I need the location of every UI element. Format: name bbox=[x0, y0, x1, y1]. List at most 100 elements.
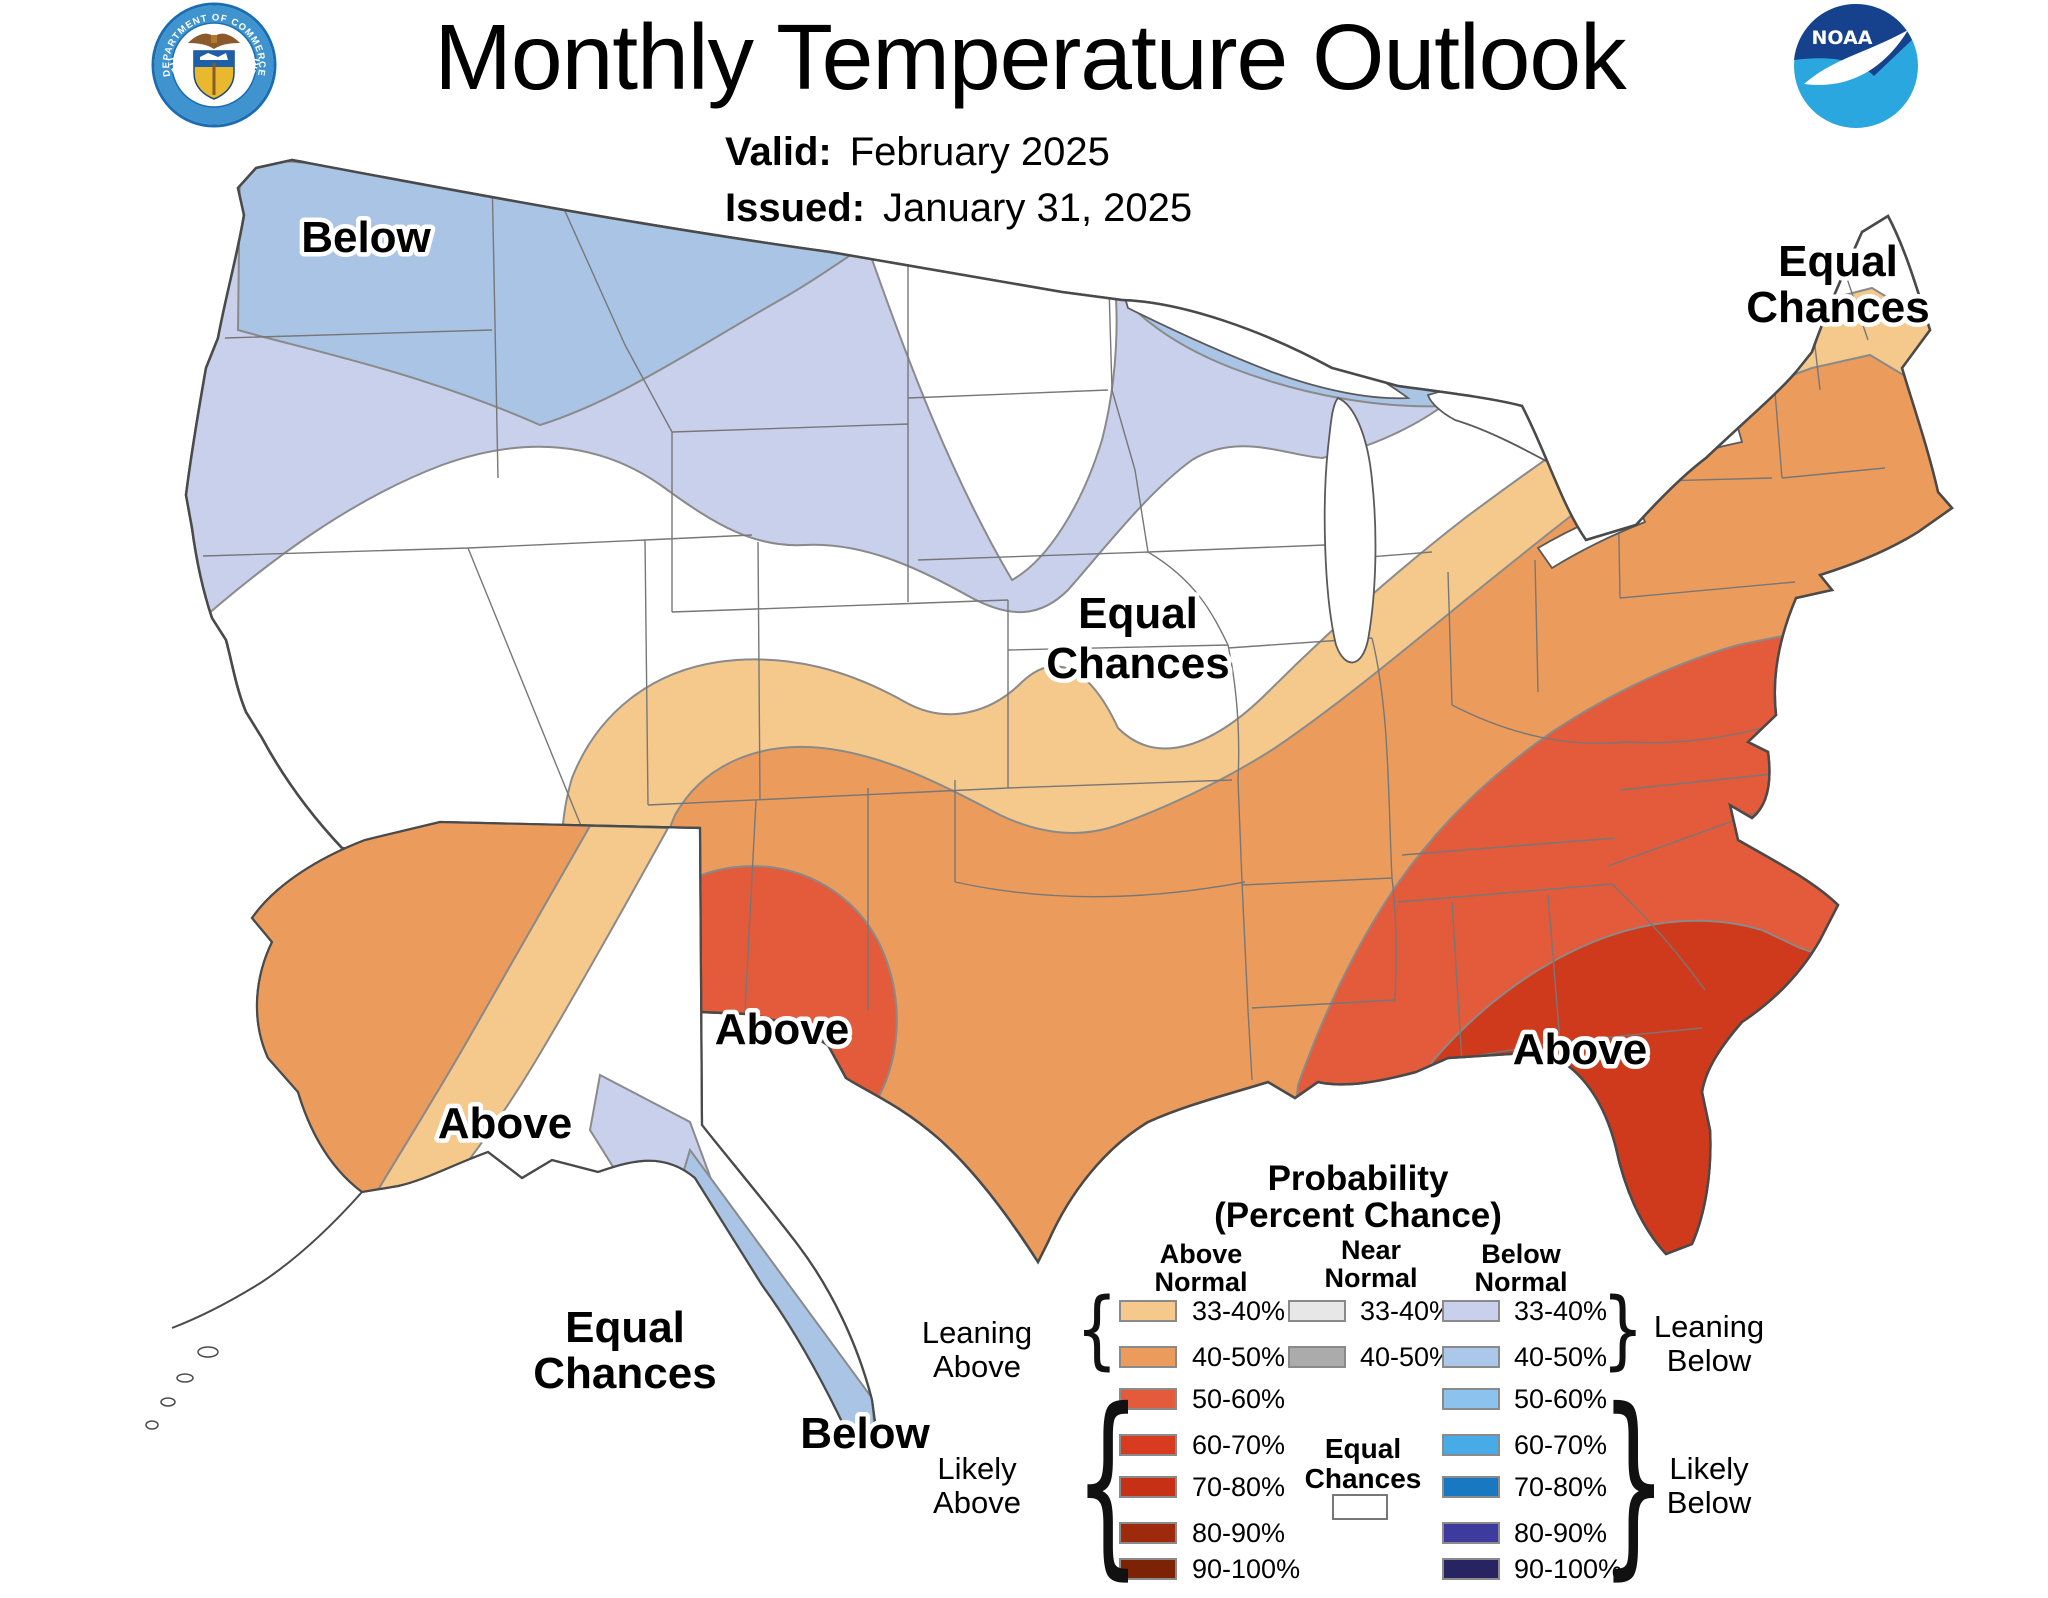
noaa-logo-text: NOAA bbox=[1812, 27, 1873, 49]
map-label-central-equal: Equal bbox=[1078, 589, 1198, 638]
legend-equal-line1: Equal bbox=[1324, 1433, 1402, 1464]
legend-range-below-60-70: 60-70% bbox=[1514, 1430, 1608, 1460]
legend-header-above-line2: Normal bbox=[1154, 1267, 1248, 1297]
legend-range-below-50-60: 50-60% bbox=[1514, 1384, 1608, 1414]
region-equal-chances-north-wedge bbox=[866, 236, 1118, 582]
valid-value: February 2025 bbox=[849, 130, 1110, 174]
legend-range-above-60-70: 60-70% bbox=[1192, 1430, 1286, 1460]
legend-range-above-33-40: 33-40% bbox=[1192, 1296, 1286, 1326]
brace-leaning-above-icon: { bbox=[1075, 1280, 1118, 1380]
map-label-texas-above: Above bbox=[715, 1005, 849, 1054]
map-label-alaska-above: Above bbox=[438, 1099, 572, 1148]
legend-swatch-below-70-80 bbox=[1442, 1476, 1500, 1498]
legend-range-above-40-50: 40-50% bbox=[1192, 1342, 1286, 1372]
likely-above-line2: Above bbox=[933, 1485, 1021, 1520]
legend-header-above-line1: Above bbox=[1159, 1239, 1243, 1269]
map-label-alaska-equal: Equal bbox=[565, 1303, 685, 1352]
legend-header-below-line2: Normal bbox=[1474, 1267, 1568, 1297]
map-label-southeast-above: Above bbox=[1513, 1025, 1647, 1074]
lake-michigan bbox=[1323, 396, 1377, 664]
legend-swatch-below-90-100 bbox=[1442, 1558, 1500, 1580]
legend-swatch-above-60-70 bbox=[1119, 1434, 1177, 1456]
legend-swatch-below-80-90 bbox=[1442, 1522, 1500, 1544]
legend-swatch-below-60-70 bbox=[1442, 1434, 1500, 1456]
noaa-seagull-icon bbox=[1804, 30, 1908, 85]
likely-below-line2: Below bbox=[1666, 1485, 1752, 1520]
legend-title-line1: Probability bbox=[1267, 1159, 1449, 1198]
legend-swatch-equal-chances bbox=[1332, 1494, 1388, 1520]
seal-eagle bbox=[188, 33, 240, 49]
map-label-alaska-chances: Chances bbox=[533, 1349, 716, 1398]
legend-title-line2: (Percent Chance) bbox=[1214, 1196, 1502, 1235]
brace-leaning-below-icon: } bbox=[1601, 1280, 1644, 1380]
map-label-northwest-below: Below bbox=[301, 213, 431, 262]
legend-range-near-33-40: 33-40% bbox=[1360, 1296, 1454, 1326]
legend-group-leaning-below: Leaning Below bbox=[1634, 1310, 1784, 1378]
legend-range-below-90-100: 90-100% bbox=[1514, 1554, 1623, 1584]
legend-range-above-50-60: 50-60% bbox=[1192, 1384, 1286, 1414]
legend-range-above-70-80: 70-80% bbox=[1192, 1472, 1286, 1502]
map-label-northeast-equal: Equal bbox=[1778, 237, 1898, 286]
legend-group-likely-below: Likely Below bbox=[1634, 1452, 1784, 1520]
legend-group-leaning-above: Leaning Above bbox=[902, 1316, 1052, 1384]
leaning-above-line1: Leaning bbox=[921, 1315, 1033, 1350]
legend-header-below-line1: Below bbox=[1481, 1239, 1561, 1269]
issued-line: Issued: January 31, 2025 bbox=[725, 186, 1192, 231]
valid-label: Valid: bbox=[725, 130, 832, 174]
legend-swatch-above-70-80 bbox=[1119, 1476, 1177, 1498]
legend-range-above-80-90: 80-90% bbox=[1192, 1518, 1286, 1548]
legend-swatch-above-33-40 bbox=[1119, 1300, 1177, 1322]
leaning-below-line1: Leaning bbox=[1653, 1309, 1765, 1344]
legend-swatch-below-33-40 bbox=[1442, 1300, 1500, 1322]
map-label-northeast-chances: Chances bbox=[1746, 283, 1929, 332]
alaska-coastline bbox=[250, 820, 880, 1446]
noaa-logo: NOAA bbox=[1794, 3, 1918, 128]
state-borders-west bbox=[202, 171, 1009, 1013]
legend-header-below-normal: Below Normal bbox=[1441, 1240, 1601, 1296]
issued-label: Issued: bbox=[725, 186, 866, 230]
legend-swatch-above-40-50 bbox=[1119, 1346, 1177, 1368]
issued-value: January 31, 2025 bbox=[883, 186, 1193, 230]
legend-swatch-below-50-60 bbox=[1442, 1388, 1500, 1410]
likely-below-line1: Likely bbox=[1669, 1451, 1749, 1486]
leaning-below-line2: Below bbox=[1666, 1343, 1752, 1378]
legend-swatch-near-33-40 bbox=[1288, 1300, 1346, 1322]
legend-header-above-normal: Above Normal bbox=[1121, 1240, 1281, 1296]
alaska-region-below-40-50 bbox=[670, 1147, 878, 1444]
seal-shield bbox=[193, 50, 235, 100]
legend-range-below-70-80: 70-80% bbox=[1514, 1472, 1608, 1502]
legend-range-below-40-50: 40-50% bbox=[1514, 1342, 1608, 1372]
alaska-map-group bbox=[145, 820, 880, 1446]
aleutian-islands bbox=[171, 1191, 363, 1329]
legend-range-below-80-90: 80-90% bbox=[1514, 1518, 1608, 1548]
legend-header-near-line1: Near bbox=[1340, 1235, 1402, 1265]
legend-equal-chances-label: Equal Chances bbox=[1283, 1434, 1443, 1494]
seal-ring-band bbox=[154, 5, 274, 125]
legend-header-near-line2: Normal bbox=[1324, 1263, 1418, 1293]
legend-title: Probability (Percent Chance) bbox=[1208, 1160, 1508, 1234]
legend-range-below-33-40: 33-40% bbox=[1514, 1296, 1608, 1326]
legend-header-near-normal: Near Normal bbox=[1291, 1236, 1451, 1292]
leaning-above-line2: Above bbox=[933, 1349, 1021, 1384]
map-label-central-chances: Chances bbox=[1046, 639, 1229, 688]
legend-swatch-above-90-100 bbox=[1119, 1558, 1177, 1580]
legend-range-near-40-50: 40-50% bbox=[1360, 1342, 1454, 1372]
legend-swatch-below-40-50 bbox=[1442, 1346, 1500, 1368]
state-borders-plains bbox=[867, 251, 1397, 1081]
aleutian-island-dots bbox=[145, 1346, 219, 1430]
legend-swatch-above-80-90 bbox=[1119, 1522, 1177, 1544]
legend-range-above-90-100: 90-100% bbox=[1192, 1554, 1301, 1584]
legend-equal-line2: Chances bbox=[1304, 1463, 1422, 1494]
likely-above-line1: Likely bbox=[937, 1451, 1017, 1486]
map-label-alaska-below: Below bbox=[800, 1409, 930, 1458]
legend-swatch-near-40-50 bbox=[1288, 1346, 1346, 1368]
valid-line: Valid: February 2025 bbox=[725, 130, 1110, 175]
legend-swatch-above-50-60 bbox=[1119, 1388, 1177, 1410]
legend-group-likely-above: Likely Above bbox=[902, 1452, 1052, 1520]
commerce-seal: DEPARTMENT OF COMMERCE UNITED STATES OF … bbox=[151, 2, 277, 128]
page-title: Monthly Temperature Outlook bbox=[434, 5, 1626, 109]
brace-likely-below-icon: } bbox=[1600, 1368, 1668, 1598]
brace-likely-above-icon: { bbox=[1074, 1368, 1142, 1598]
